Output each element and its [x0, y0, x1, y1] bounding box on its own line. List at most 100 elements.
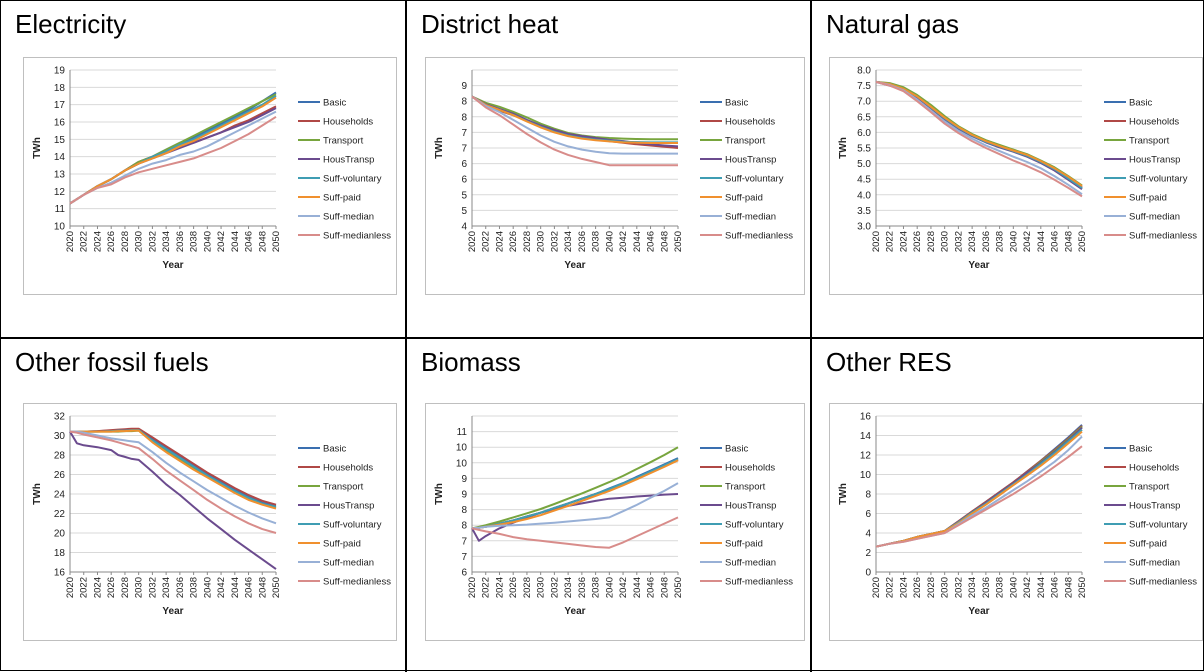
panel-title: Other fossil fuels [15, 347, 209, 377]
x-tick-label: 2026 [106, 577, 117, 598]
legend-label-houstransp: HousTransp [725, 155, 776, 166]
legend-label-suff-paid: Suff-paid [1129, 193, 1167, 204]
x-tick-label: 2032 [147, 577, 158, 598]
x-tick-label: 2020 [467, 577, 478, 598]
x-tick-label: 2048 [659, 231, 670, 252]
x-tick-label: 2024 [494, 231, 505, 252]
y-tick-label: 6 [865, 509, 871, 520]
y-tick-label: 9 [461, 490, 467, 501]
y-tick-label: 9 [461, 474, 467, 485]
panel-biomass: Biomass 6 7 7 8 8 9 9 10 10 11 2020 2022 2024 2026 202… [407, 339, 810, 672]
x-tick-label: 2034 [563, 577, 574, 598]
y-tick-label: 24 [54, 490, 66, 501]
y-tick-label: 3.0 [857, 222, 871, 233]
y-tick-label: 17 [54, 100, 66, 111]
y-tick-label: 7 [461, 552, 467, 563]
x-axis-title: Year [968, 606, 989, 617]
legend-label-households: Households [1129, 463, 1179, 474]
legend-label-basic: Basic [323, 444, 346, 455]
x-tick-label: 2042 [1022, 577, 1033, 598]
legend-label-suff-medianless: Suff-medianless [323, 231, 391, 242]
x-tick-label: 2030 [536, 231, 547, 252]
series-line-suff-paid [875, 430, 1083, 548]
legend-label-suff-voluntary: Suff-voluntary [1129, 520, 1188, 531]
x-tick-label: 2044 [1036, 577, 1047, 598]
x-tick-label: 2042 [216, 577, 227, 598]
x-tick-label: 2038 [189, 231, 200, 252]
x-tick-label: 2022 [79, 231, 90, 252]
y-tick-label: 6.5 [857, 112, 871, 123]
series-line-houstransp [875, 426, 1083, 548]
series-line-suff-medianless [875, 445, 1083, 548]
legend-label-transport: Transport [1129, 136, 1170, 147]
y-tick-label: 18 [54, 83, 66, 94]
legend-label-suff-paid: Suff-paid [1129, 539, 1167, 550]
y-axis-title: TWh [434, 137, 445, 159]
series-line-suff-paid [471, 95, 678, 144]
x-tick-label: 2036 [981, 231, 992, 252]
x-tick-label: 2038 [189, 577, 200, 598]
x-tick-label: 2026 [508, 231, 519, 252]
panel-title: Biomass [421, 347, 521, 377]
legend-label-basic: Basic [323, 98, 346, 109]
x-tick-label: 2026 [106, 231, 117, 252]
y-tick-label: 8 [461, 505, 467, 516]
x-tick-label: 2034 [967, 577, 978, 598]
chart-frame: 6 7 7 8 8 9 9 10 10 11 2020 2022 2024 2026 2028 2030 203… [425, 403, 805, 641]
y-tick-label: 12 [54, 187, 66, 198]
x-tick-label: 2034 [563, 231, 574, 252]
y-tick-label: 6 [461, 568, 467, 579]
x-tick-label: 2040 [202, 231, 213, 252]
x-tick-label: 2036 [175, 231, 186, 252]
y-tick-label: 8 [461, 97, 467, 108]
x-tick-label: 2036 [577, 577, 588, 598]
x-tick-label: 2038 [995, 231, 1006, 252]
x-tick-label: 2036 [981, 577, 992, 598]
series-line-basic [471, 457, 679, 530]
panel-district-heat: District heat 4 5 5 6 6 7 7 8 8 9 2020 2022 2024 2026… [407, 1, 810, 337]
y-axis-title: TWh [32, 137, 43, 159]
y-axis-title: TWh [838, 137, 849, 159]
x-tick-label: 2020 [871, 231, 882, 252]
x-tick-label: 2020 [871, 577, 882, 598]
x-tick-label: 2040 [604, 577, 615, 598]
x-tick-label: 2024 [92, 231, 103, 252]
x-tick-label: 2028 [522, 231, 533, 252]
legend-label-basic: Basic [725, 444, 748, 455]
y-tick-label: 7 [461, 128, 467, 139]
y-tick-label: 5 [461, 206, 467, 217]
y-tick-label: 4.5 [857, 175, 871, 186]
x-tick-label: 2024 [92, 577, 103, 598]
x-tick-label: 2048 [1063, 577, 1074, 598]
y-tick-label: 6.0 [857, 128, 871, 139]
y-tick-label: 30 [54, 431, 66, 442]
x-tick-label: 2028 [522, 577, 533, 598]
x-tick-label: 2040 [1008, 231, 1019, 252]
panel-title: Other RES [826, 347, 952, 377]
x-tick-label: 2032 [147, 231, 158, 252]
x-tick-label: 2032 [953, 577, 964, 598]
series-line-suff-median [70, 430, 277, 525]
legend-label-suff-median: Suff-median [1129, 558, 1180, 569]
x-tick-label: 2050 [1077, 577, 1088, 598]
x-tick-label: 2020 [467, 231, 478, 252]
series-line-households [875, 80, 1083, 188]
y-tick-label: 8 [461, 521, 467, 532]
series-line-suff-voluntary [875, 428, 1083, 548]
y-tick-label: 32 [54, 412, 66, 423]
y-tick-label: 28 [54, 451, 66, 462]
x-axis-title: Year [564, 260, 585, 271]
y-tick-label: 7.5 [857, 81, 871, 92]
series-line-basic [875, 424, 1083, 548]
panel-electricity: Electricity 10 11 12 13 14 15 16 17 18 19 2020 2022… [1, 1, 405, 337]
panel-other-res: Other RES 0 2 4 6 8 10 12 14 16 2020 2022 2024 2026 2… [812, 339, 1204, 672]
x-tick-label: 2030 [940, 231, 951, 252]
y-axis-title: TWh [838, 483, 849, 505]
series-line-suff-paid [875, 80, 1083, 187]
x-tick-label: 2032 [549, 577, 560, 598]
x-tick-label: 2038 [591, 577, 602, 598]
y-tick-label: 19 [54, 66, 66, 77]
panel-natural-gas: Natural gas 3.0 3.5 4.0 4.5 5.0 5.5 6.0 6.5 7.0 7… [812, 1, 1204, 337]
x-tick-label: 2032 [953, 231, 964, 252]
